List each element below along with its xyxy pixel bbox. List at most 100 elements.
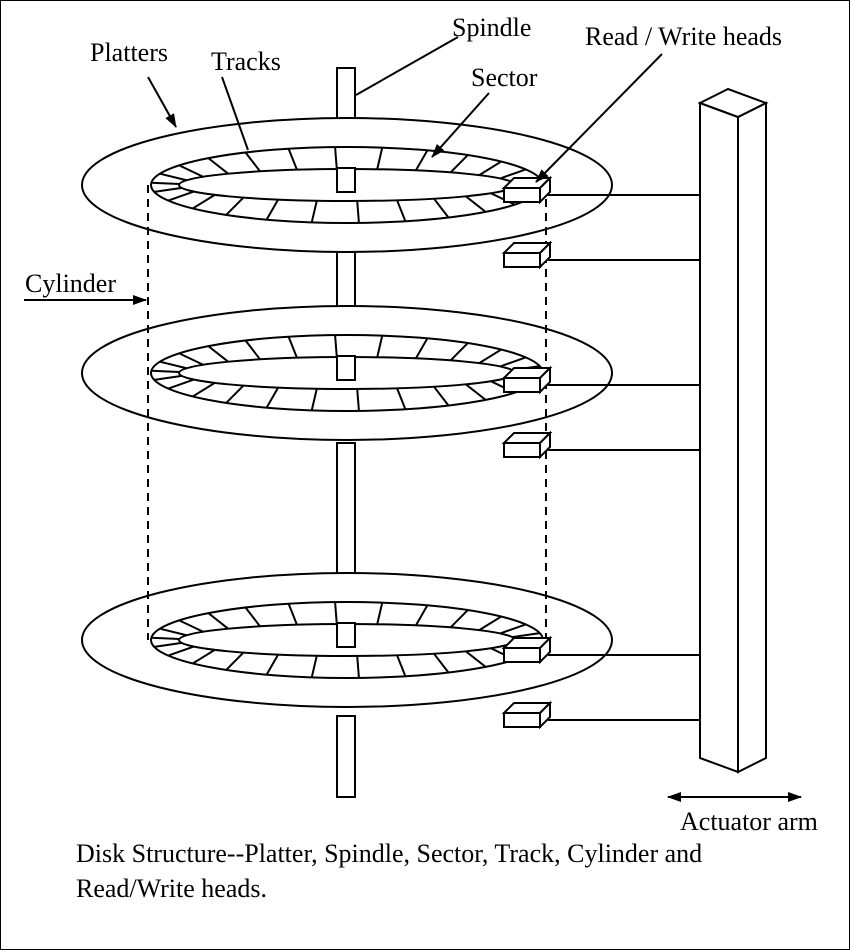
- read-write-head: [501, 700, 700, 730]
- sector-divider: [151, 369, 180, 374]
- sector-divider: [151, 636, 180, 641]
- sector-divider: [376, 335, 384, 358]
- spindle-through-platter: [336, 622, 356, 648]
- read-write-head: [501, 365, 700, 395]
- read-write-heads-label: Read / Write heads: [585, 22, 782, 51]
- head-block-front: [503, 647, 541, 663]
- sector-divider: [244, 606, 261, 627]
- sector-divider: [396, 654, 407, 677]
- sector-divider: [225, 384, 245, 404]
- sector-divider: [334, 334, 338, 358]
- sector-divider: [465, 195, 487, 213]
- sector-divider: [478, 160, 502, 176]
- tracks-label: Tracks: [211, 47, 281, 76]
- actuator-arm-label: Actuator arm: [680, 807, 818, 836]
- spindle-label: Spindle: [452, 13, 531, 42]
- read-write-head: [501, 240, 700, 270]
- platters-pointer: [147, 76, 177, 128]
- sector-divider: [376, 147, 384, 170]
- platters-label: Platters: [90, 38, 168, 67]
- sector-divider: [449, 342, 469, 362]
- sector-divider: [415, 337, 429, 359]
- sector-divider: [433, 386, 450, 407]
- sector-divider: [192, 194, 216, 210]
- sector-divider: [356, 655, 360, 679]
- sector-divider: [207, 157, 229, 175]
- head-block-front: [503, 377, 541, 393]
- head-block-front: [503, 252, 541, 268]
- sector-divider: [178, 352, 204, 366]
- figure-caption: Disk Structure--Platter, Spindle, Sector…: [76, 836, 816, 906]
- sector-divider: [192, 382, 216, 398]
- read-write-head: [501, 175, 700, 205]
- sector-divider: [244, 339, 261, 360]
- cylinder-label: Cylinder: [25, 269, 116, 298]
- sector-divider: [433, 198, 450, 219]
- read-write-heads-pointer: [535, 53, 663, 183]
- sector-divider: [159, 360, 187, 370]
- head-block-side: [539, 635, 551, 665]
- sector-divider: [356, 200, 360, 224]
- read-write-head: [501, 635, 700, 665]
- label-pointers: [24, 36, 802, 802]
- sector-divider: [310, 388, 318, 411]
- sector-divider: [244, 151, 261, 172]
- sector-divider: [433, 653, 450, 674]
- sector-divider: [265, 387, 279, 409]
- head-block-side: [539, 240, 551, 270]
- read-write-head: [501, 430, 700, 460]
- sector-divider: [167, 190, 195, 202]
- head-block-side: [539, 365, 551, 395]
- platter: [81, 572, 613, 708]
- read-write-heads: [501, 175, 700, 730]
- sector-divider: [396, 199, 407, 222]
- sector-divider: [159, 172, 187, 182]
- head-block-side: [539, 700, 551, 730]
- sector-divider: [499, 623, 527, 635]
- sector-divider: [449, 154, 469, 174]
- sector-divider: [356, 388, 360, 412]
- sector-divider: [151, 181, 180, 186]
- actuator: [697, 87, 769, 774]
- platter: [81, 117, 613, 253]
- sector-divider: [499, 356, 527, 368]
- sector-divider: [310, 655, 318, 678]
- sector-label: Sector: [471, 63, 538, 92]
- sector-divider: [265, 654, 279, 676]
- sector-divider: [192, 649, 216, 665]
- sector-divider: [478, 348, 502, 364]
- sector-divider: [154, 641, 182, 648]
- sector-divider: [465, 650, 487, 668]
- actuator-column-side: [737, 101, 767, 774]
- sector-divider: [310, 200, 318, 223]
- sector-divider: [499, 168, 527, 180]
- actuator-column-front: [699, 101, 739, 774]
- sector-divider: [287, 603, 298, 626]
- sector-divider: [159, 627, 187, 637]
- sector-divider: [265, 199, 279, 221]
- tracks-pointer: [221, 76, 249, 151]
- sector-divider: [287, 148, 298, 171]
- sector-divider: [178, 619, 204, 633]
- platter: [81, 305, 613, 441]
- sector-divider: [396, 387, 407, 410]
- sector-divider: [376, 602, 384, 625]
- sector-divider: [334, 146, 338, 170]
- sector-divider: [178, 164, 204, 178]
- diagram-labels: Platters Tracks Spindle Sector Read / Wr…: [25, 13, 818, 836]
- sector-divider: [167, 378, 195, 390]
- platter-stack: [81, 67, 613, 798]
- spindle-through-platter: [336, 355, 356, 381]
- sector-pointer: [431, 92, 490, 158]
- sector-divider: [334, 601, 338, 625]
- sector-divider: [154, 374, 182, 381]
- sector-divider: [465, 383, 487, 401]
- head-block-front: [503, 712, 541, 728]
- sector-divider: [512, 632, 540, 639]
- sector-divider: [415, 149, 429, 171]
- spindle-through-platter: [336, 167, 356, 193]
- spindle-segment: [336, 715, 356, 798]
- caption-line-1: Disk Structure--Platter, Spindle, Sector…: [76, 839, 703, 868]
